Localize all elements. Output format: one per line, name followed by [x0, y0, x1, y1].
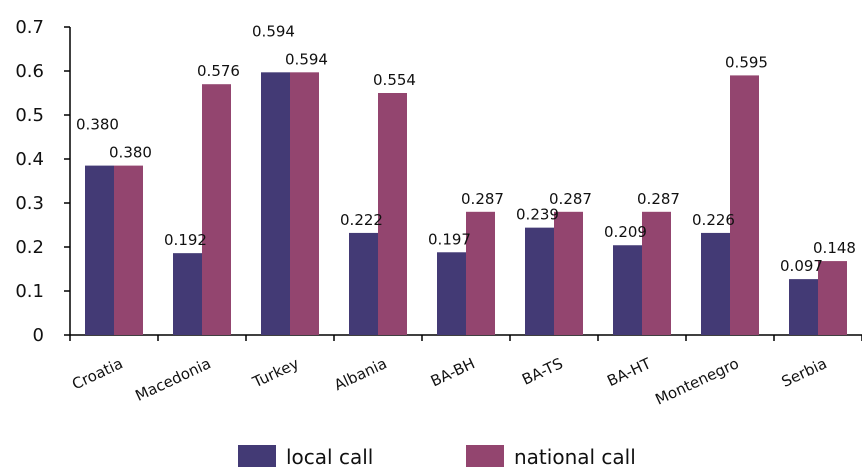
data-label-local-call: 0.097: [780, 257, 823, 275]
bars: [85, 72, 847, 336]
data-label-national-call: 0.594: [285, 50, 328, 68]
x-axis: Croatia Macedonia Turkey Albania BA-BH BA-TS B…: [69, 334, 862, 409]
legend-label: national call: [514, 445, 636, 468]
bar-local-call: [85, 165, 114, 335]
bar-local-call: [261, 72, 290, 335]
data-label-national-call: 0.595: [725, 53, 768, 71]
data-label-local-call: 0.197: [428, 230, 471, 248]
legend: local call national call: [238, 445, 636, 468]
data-label-local-call: 0.380: [76, 116, 119, 134]
data-label-local-call: 0.209: [604, 223, 647, 241]
bar-national-call: [466, 211, 495, 335]
y-axis: 0 0.1 0.2 0.3 0.4 0.5 0.6 0.7: [15, 17, 71, 346]
bar-local-call: [613, 245, 642, 335]
bar-local-call: [173, 253, 202, 335]
y-tick-label: 0.7: [15, 17, 44, 38]
legend-label: local call: [286, 445, 373, 468]
x-category-label: Croatia: [69, 354, 125, 393]
bar-national-call: [290, 72, 319, 335]
data-label-local-call: 0.192: [164, 231, 207, 249]
bar-local-call: [349, 232, 378, 335]
y-tick-label: 0: [33, 325, 44, 346]
data-label-national-call: 0.554: [373, 71, 416, 89]
x-category-label: BA-TS: [519, 354, 566, 388]
bar-local-call: [701, 232, 730, 335]
bar-local-call: [525, 227, 554, 335]
bar-national-call: [554, 211, 583, 335]
data-label-local-call: 0.239: [516, 206, 559, 224]
y-tick-label: 0.1: [15, 281, 44, 302]
legend-swatch: [238, 445, 276, 467]
data-label-national-call: 0.287: [461, 190, 504, 208]
x-category-label: Turkey: [249, 354, 302, 391]
x-category-label: Macedonia: [133, 354, 214, 405]
data-label-national-call: 0.380: [109, 144, 152, 162]
bar-national-call: [642, 211, 671, 335]
y-tick-label: 0.4: [15, 149, 44, 170]
data-label-national-call: 0.287: [637, 190, 680, 208]
x-category-label: Albania: [331, 354, 389, 394]
bar-national-call: [202, 84, 231, 335]
data-label-local-call: 0.594: [252, 22, 295, 40]
legend-swatch: [466, 445, 504, 467]
data-label-national-call: 0.576: [197, 62, 240, 80]
bar-local-call: [437, 252, 466, 335]
bar-local-call: [789, 279, 818, 335]
bar-national-call: [730, 75, 759, 336]
y-tick-label: 0.6: [15, 61, 44, 82]
data-label-national-call: 0.287: [549, 190, 592, 208]
x-category-label: BA-HT: [604, 354, 654, 390]
data-label-local-call: 0.226: [692, 211, 735, 229]
x-category-label: Montenegro: [653, 354, 742, 408]
x-category-label: Serbia: [779, 354, 830, 391]
data-label-national-call: 0.148: [813, 239, 856, 257]
y-tick-label: 0.2: [15, 237, 44, 258]
bar-national-call: [378, 93, 407, 335]
y-tick-label: 0.3: [15, 193, 44, 214]
data-labels: 0.380 0.380 0.192 0.576 0.594 0.594 0.222 0.554…: [76, 22, 856, 275]
x-category-label: BA-BH: [428, 354, 478, 390]
data-label-local-call: 0.222: [340, 211, 383, 229]
y-tick-label: 0.5: [15, 105, 44, 126]
bar-national-call: [818, 261, 847, 335]
bar-national-call: [114, 165, 143, 335]
